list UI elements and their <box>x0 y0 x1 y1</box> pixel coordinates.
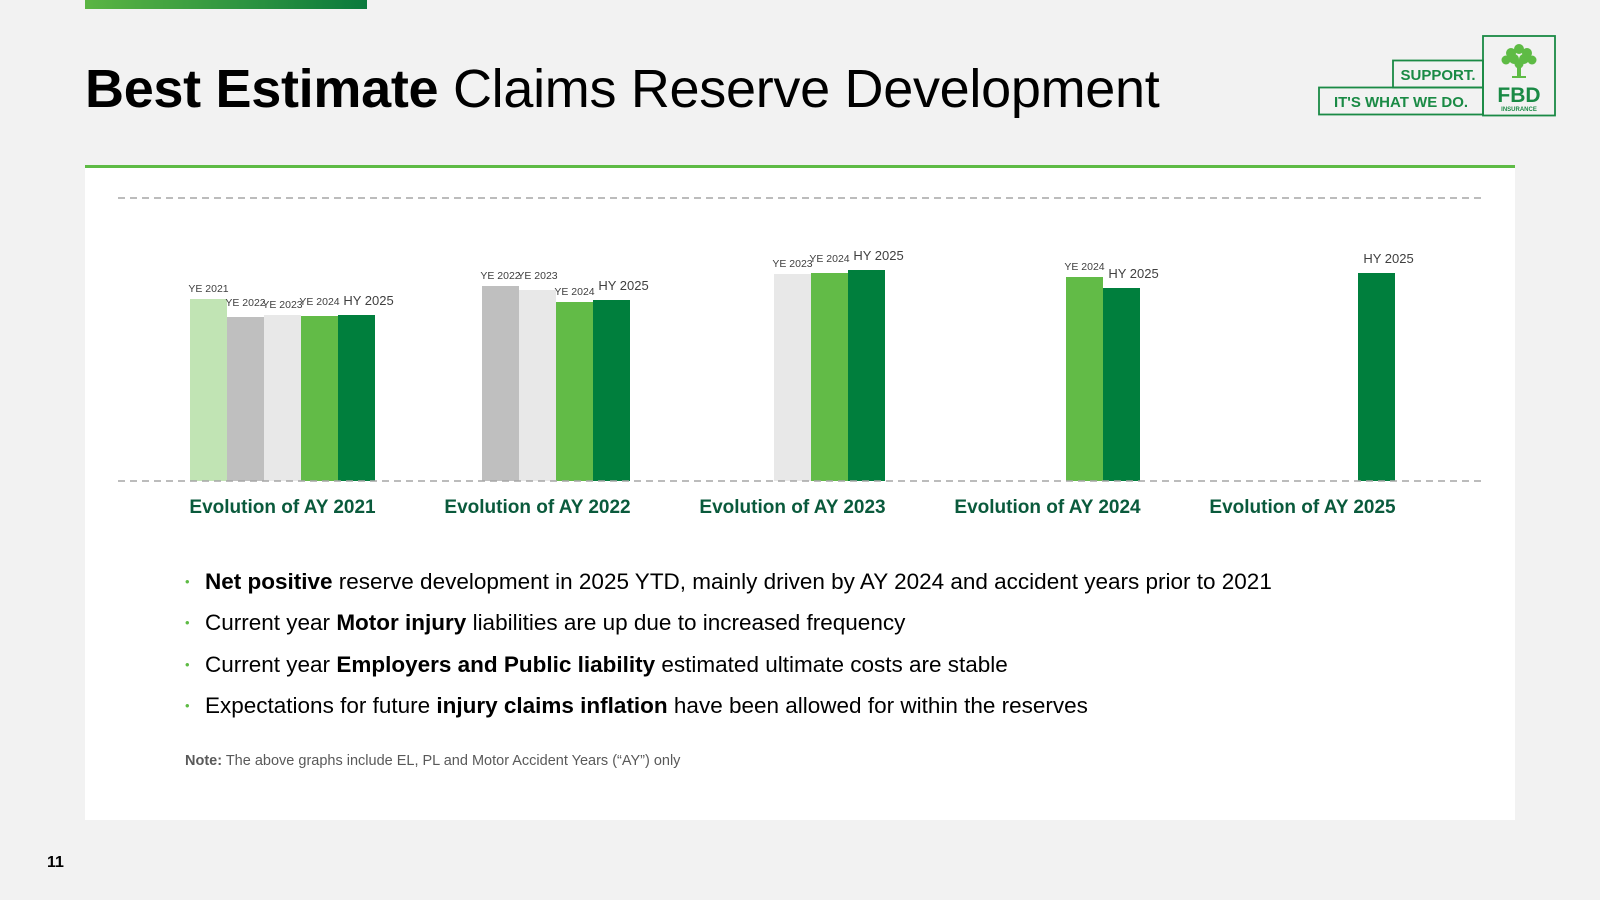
bullet-text: Expectations for future <box>205 692 437 718</box>
bar <box>1103 288 1140 481</box>
bar <box>482 286 519 481</box>
bullet-marker: • <box>185 697 190 713</box>
bar <box>1066 277 1103 481</box>
bar <box>338 315 375 481</box>
bullet-item: • Net positive reserve development in 202… <box>185 568 1272 609</box>
bar-label: YE 2022 <box>480 270 520 282</box>
bullet-text: liabilities are up due to increased freq… <box>466 610 906 636</box>
bullet-item: • Current year Employers and Public liabi… <box>185 651 1272 692</box>
page-title: Best Estimate Claims Reserve Development <box>85 58 1160 120</box>
bullet-marker: • <box>185 574 190 589</box>
fbd-logo: SUPPORT. IT'S WHAT WE DO. FBD INSURANCE <box>1318 35 1556 117</box>
bar <box>556 302 593 481</box>
bullet-marker: • <box>185 656 190 672</box>
slogan-box: SUPPORT. IT'S WHAT WE DO. <box>1318 59 1484 116</box>
bar <box>190 299 227 481</box>
bar <box>848 270 885 481</box>
category-label: Evolution of AY 2024 <box>954 497 1141 518</box>
bar <box>301 316 338 481</box>
top-accent-bar <box>85 0 367 9</box>
footnote: Note: The above graphs include EL, PL an… <box>185 753 680 769</box>
bar-label: YE 2024 <box>554 286 594 298</box>
bar <box>227 317 264 481</box>
category-label: Evolution of AY 2022 <box>444 497 630 518</box>
bullet-text: reserve development in 2025 YTD, mainly … <box>332 569 1272 594</box>
bar-label: YE 2022 <box>225 297 265 309</box>
tree-icon <box>1501 44 1537 78</box>
bullet-marker: • <box>185 615 190 631</box>
category-label: Evolution of AY 2025 <box>1209 497 1396 518</box>
bar-label: HY 2025 <box>343 293 393 308</box>
bar-label: HY 2025 <box>598 278 648 293</box>
note-text: The above graphs include EL, PL and Moto… <box>222 753 681 769</box>
bar <box>264 315 301 481</box>
slogan-line1: SUPPORT. <box>1400 67 1475 84</box>
logo-sub: INSURANCE <box>1501 107 1537 113</box>
bar-label: HY 2025 <box>853 248 903 263</box>
bullet-text: Current year <box>205 651 337 677</box>
logo-brand: FBD <box>1497 84 1540 107</box>
bar-label: YE 2024 <box>809 253 849 265</box>
bar <box>593 300 630 481</box>
content-panel: YE 2021 YE 2022 YE 2023 YE 2024 HY 2025 Evolu… <box>85 165 1515 820</box>
bar-label: YE 2024 <box>1064 261 1104 273</box>
bar <box>774 274 811 481</box>
bar-label: HY 2025 <box>1363 251 1413 266</box>
bullet-item: • Expectations for future injury claims i… <box>185 692 1272 733</box>
bullet-bold: Net positive <box>205 569 333 594</box>
bar <box>811 273 848 481</box>
category-label: Evolution of AY 2021 <box>189 497 376 518</box>
bullet-list: • Net positive reserve development in 202… <box>185 568 1272 733</box>
bullet-bold: injury claims inflation <box>436 692 668 718</box>
bullet-text: Current year <box>205 610 337 636</box>
bullet-bold: Motor injury <box>336 610 467 636</box>
bar-label: YE 2023 <box>772 258 812 270</box>
bullet-item: • Current year Motor injury liabilities a… <box>185 609 1272 650</box>
bar-label: YE 2023 <box>262 299 302 311</box>
bar <box>519 290 556 481</box>
category-label: Evolution of AY 2023 <box>699 497 885 518</box>
page-number: 11 <box>47 854 64 871</box>
bar-label: YE 2021 <box>188 283 228 295</box>
title-rest: Claims Reserve Development <box>438 59 1160 119</box>
bullet-text: have been allowed for within the reserve… <box>667 692 1088 718</box>
note-label: Note: <box>185 753 223 769</box>
bar-label: YE 2023 <box>517 270 557 282</box>
bullet-text: estimated ultimate costs are stable <box>655 651 1008 677</box>
slogan-line2: IT'S WHAT WE DO. <box>1334 94 1468 111</box>
title-bold: Best Estimate <box>85 59 439 119</box>
bar <box>1358 273 1395 481</box>
bullet-bold: Employers and Public liability <box>336 651 656 677</box>
bar-label: HY 2025 <box>1108 266 1158 281</box>
brand-box: FBD INSURANCE <box>1482 35 1556 117</box>
bar-label: YE 2024 <box>299 296 339 308</box>
